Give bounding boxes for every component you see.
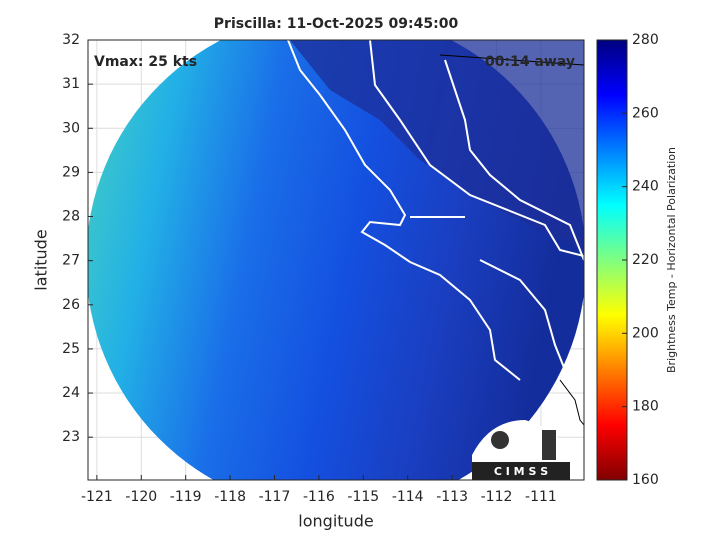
logo-dish — [491, 431, 509, 449]
x-tick-label: -114 — [392, 489, 424, 505]
coastline — [287, 40, 521, 381]
y-tick-label: 24 — [62, 385, 80, 401]
y-tick-label: 30 — [62, 120, 80, 136]
x-tick-label: -113 — [436, 489, 468, 505]
x-tick-label: -120 — [125, 489, 157, 505]
x-tick-label: -111 — [525, 489, 557, 505]
coastline — [369, 40, 584, 257]
y-tick-label: 32 — [62, 32, 80, 48]
colorbar-tick-label: 180 — [632, 399, 659, 415]
x-tick-label: -121 — [81, 489, 113, 505]
chart-title: Priscilla: 11-Oct-2025 09:45:00 — [214, 16, 459, 32]
x-tick-label: -119 — [170, 489, 202, 505]
coastline — [439, 54, 584, 66]
annotation: Vmax: 25 kts — [94, 54, 197, 70]
y-tick-label: 27 — [62, 253, 80, 269]
x-tick-label: -116 — [303, 489, 335, 505]
colorbar-tick-label: 160 — [632, 472, 659, 488]
colorbar-tick-label: 240 — [632, 179, 659, 195]
x-tick-label: -118 — [214, 489, 246, 505]
colorbar-tick-label: 260 — [632, 105, 659, 121]
x-tick-label: -117 — [259, 489, 291, 505]
gulf — [290, 40, 584, 250]
y-tick-label: 28 — [62, 209, 80, 225]
colorbar-tick-label: 280 — [632, 32, 659, 48]
y-tick-label: 31 — [62, 76, 80, 92]
y-axis-label: latitude — [32, 229, 51, 290]
x-axis-label: longitude — [298, 512, 373, 531]
coastline — [444, 59, 584, 261]
annotation: 00:14 away — [485, 54, 575, 70]
plot-frame — [87, 39, 585, 481]
coastline — [479, 259, 566, 371]
y-tick-label: 25 — [62, 341, 80, 357]
coastline — [559, 379, 584, 426]
x-tick-label: -112 — [481, 489, 513, 505]
satellite-image — [88, 40, 584, 480]
y-tick-label: 26 — [62, 297, 80, 313]
y-tick-label: 29 — [62, 164, 80, 180]
y-tick-label: 23 — [62, 429, 80, 445]
colorbar-label: Brightness Temp - Horizontal Polarizatio… — [665, 147, 678, 373]
colorbar-tick-label: 220 — [632, 252, 659, 268]
colorbar-tick-label: 200 — [632, 325, 659, 341]
logo-text: C I M S S — [494, 465, 548, 478]
logo-tower — [542, 430, 556, 460]
x-tick-label: -115 — [347, 489, 379, 505]
